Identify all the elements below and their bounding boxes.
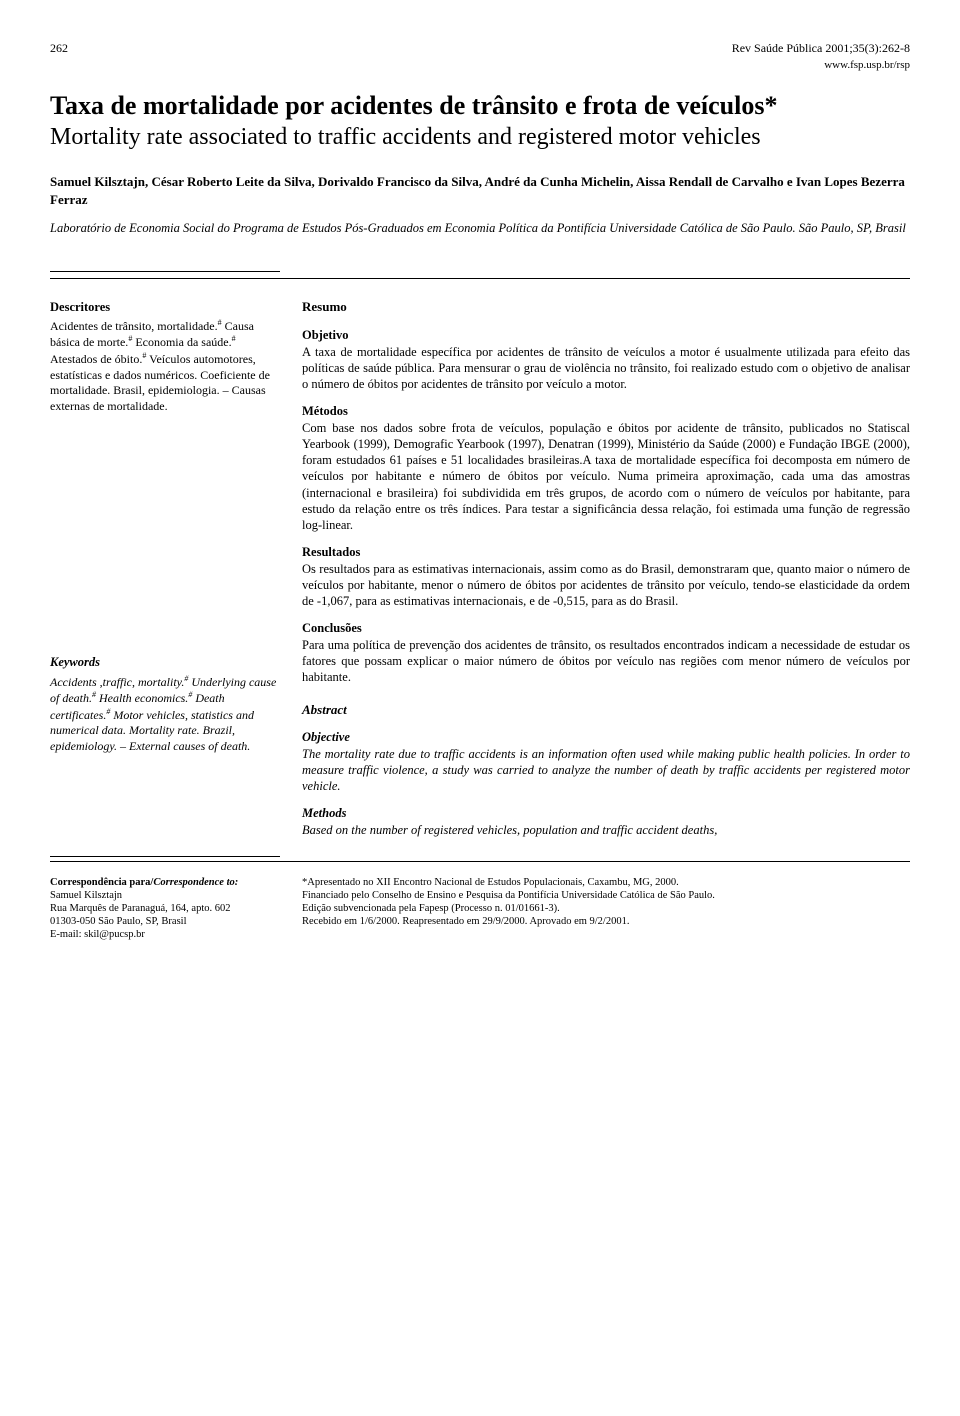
descritores-text: Acidentes de trânsito, mortalidade.# Cau… xyxy=(50,318,280,415)
authors: Samuel Kilsztajn, César Roberto Leite da… xyxy=(50,173,910,208)
footnotes-block: *Apresentado no XII Encontro Nacional de… xyxy=(302,876,910,942)
header-row: 262 Rev Saúde Pública 2001;35(3):262-8 xyxy=(50,40,910,56)
keywords-text: Accidents ,traffic, mortality.# Underlyi… xyxy=(50,674,280,755)
descritores-block: Descritores Acidentes de trânsito, morta… xyxy=(50,299,280,415)
content-columns: Descritores Acidentes de trânsito, morta… xyxy=(50,299,910,838)
header-url: www.fsp.usp.br/rsp xyxy=(50,58,910,73)
correspondence-email: E-mail: skil@pucsp.br xyxy=(50,929,145,940)
right-column: Resumo Objetivo A taxa de mortalidade es… xyxy=(302,299,910,838)
correspondence-addr2: 01303-050 São Paulo, SP, Brasil xyxy=(50,916,187,927)
page-number: 262 xyxy=(50,40,68,56)
correspondence-head-pt: Correspondência para/ xyxy=(50,877,153,888)
footnote-3: Edição subvencionada pela Fapesp (Proces… xyxy=(302,903,560,914)
objetivo-text: A taxa de mortalidade específica por aci… xyxy=(302,344,910,393)
correspondence-name: Samuel Kilsztajn xyxy=(50,890,122,901)
metodos-head: Métodos xyxy=(302,404,348,418)
divider xyxy=(50,278,910,279)
abstract-head: Abstract xyxy=(302,702,910,719)
correspondence-head-en: Correspondence to: xyxy=(153,877,238,888)
objective-head: Objective xyxy=(302,730,350,744)
methods-text: Based on the number of registered vehicl… xyxy=(302,822,910,838)
objetivo-head: Objetivo xyxy=(302,328,349,342)
left-column: Descritores Acidentes de trânsito, morta… xyxy=(50,299,280,838)
resultados-head: Resultados xyxy=(302,545,360,559)
affiliation: Laboratório de Economia Social do Progra… xyxy=(50,220,910,236)
conclusoes-text: Para uma política de prevenção dos acide… xyxy=(302,637,910,686)
divider xyxy=(50,861,910,862)
footnote-1: *Apresentado no XII Encontro Nacional de… xyxy=(302,877,679,888)
keywords-block: Keywords Accidents ,traffic, mortality.#… xyxy=(50,654,280,754)
footnote-4: Recebido em 1/6/2000. Reapresentado em 2… xyxy=(302,916,629,927)
article-title-pt: Taxa de mortalidade por acidentes de trâ… xyxy=(50,91,910,121)
keywords-head: Keywords xyxy=(50,654,280,670)
metodos-text: Com base nos dados sobre frota de veícul… xyxy=(302,420,910,534)
objective-text: The mortality rate due to traffic accide… xyxy=(302,746,910,795)
citation: Rev Saúde Pública 2001;35(3):262-8 xyxy=(732,40,910,56)
resultados-text: Os resultados para as estimativas intern… xyxy=(302,561,910,610)
descritores-head: Descritores xyxy=(50,299,280,315)
divider xyxy=(50,856,280,857)
methods-head: Methods xyxy=(302,806,346,820)
correspondence-addr1: Rua Marquês de Paranaguá, 164, apto. 602 xyxy=(50,903,231,914)
article-title-en: Mortality rate associated to traffic acc… xyxy=(50,123,910,151)
resumo-head: Resumo xyxy=(302,299,910,316)
divider xyxy=(50,271,280,272)
footnote-2: Financiado pelo Conselho de Ensino e Pes… xyxy=(302,890,715,901)
correspondence-block: Correspondência para/Correspondence to: … xyxy=(50,876,280,942)
footer: Correspondência para/Correspondence to: … xyxy=(50,876,910,942)
conclusoes-head: Conclusões xyxy=(302,621,362,635)
